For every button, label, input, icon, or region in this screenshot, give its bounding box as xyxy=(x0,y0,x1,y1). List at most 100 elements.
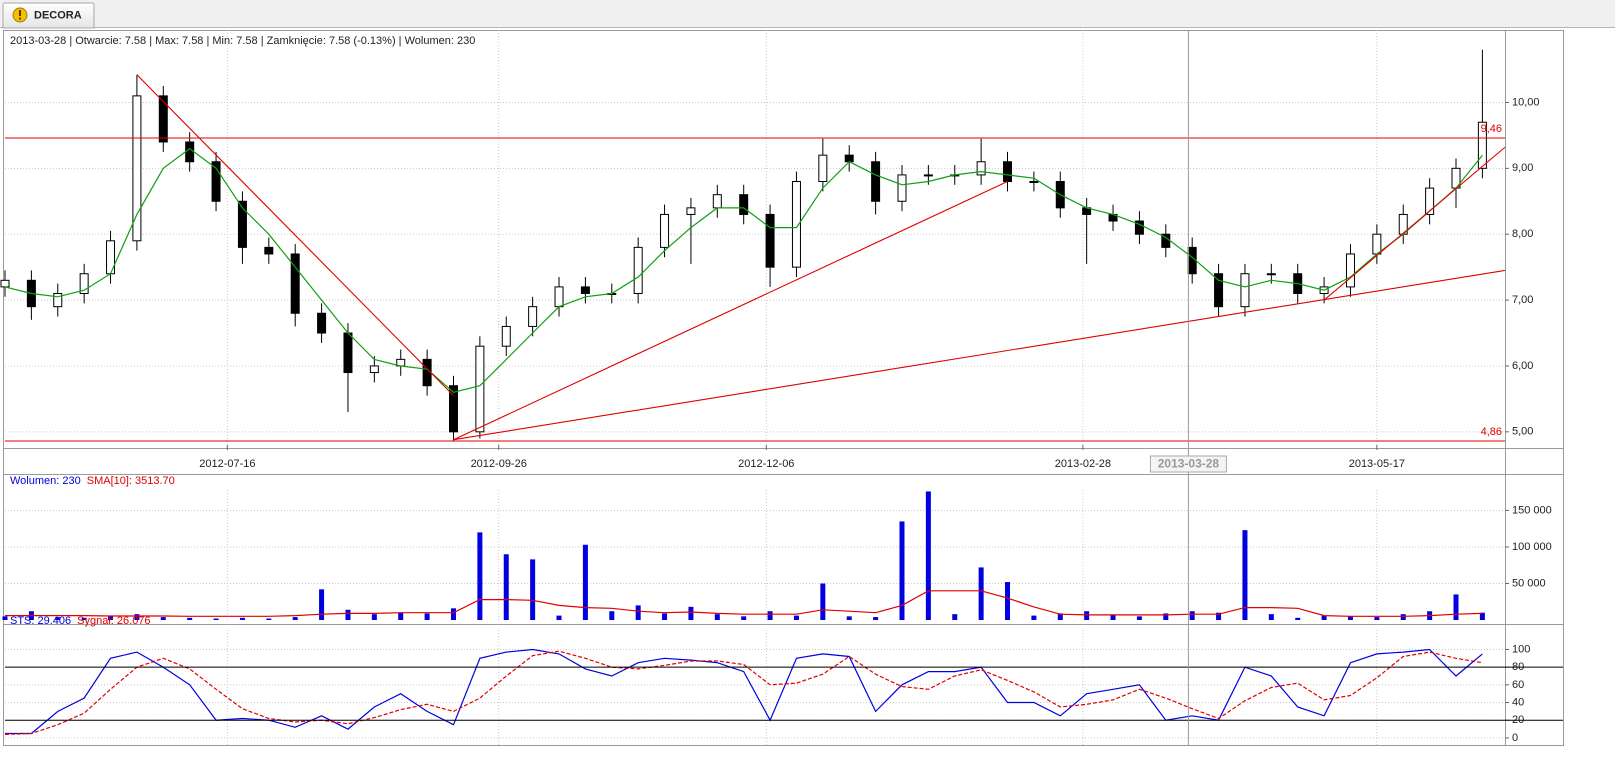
candle-body xyxy=(264,246,274,255)
tab-label[interactable]: DECORA xyxy=(34,9,82,21)
volume-bar xyxy=(1057,613,1063,620)
candle-body xyxy=(343,332,353,374)
volume-bar xyxy=(292,617,298,620)
x-tick-label: 2013-05-17 xyxy=(1349,458,1405,470)
volume-bar xyxy=(1136,616,1142,620)
trend-line xyxy=(453,269,1506,441)
tab-bar xyxy=(0,0,1615,28)
volume-bar xyxy=(530,559,536,620)
y-tick-label: 100 000 xyxy=(1512,541,1552,553)
y-tick-label: 40 xyxy=(1512,696,1524,708)
candle-body xyxy=(475,345,485,433)
candle-body xyxy=(633,246,643,294)
volume-bar xyxy=(820,583,826,620)
candle-body xyxy=(158,95,168,143)
candle-body xyxy=(317,312,327,334)
volume-bar xyxy=(1189,611,1195,620)
x-tick-label: 2012-07-16 xyxy=(199,458,255,470)
candle-body xyxy=(1345,253,1355,288)
pane: 50 000 100 000 150 000 Wolumen: 230 SMA[10]:… xyxy=(2,475,1552,620)
candle-body xyxy=(739,194,749,215)
candle-body xyxy=(422,358,432,387)
x-tick-label: 2012-12-06 xyxy=(738,458,794,470)
volume-bar xyxy=(1031,615,1037,620)
volume-bar xyxy=(1084,611,1090,620)
volume-bar xyxy=(108,616,114,620)
volume-bar xyxy=(952,614,958,620)
volume-bar xyxy=(582,544,588,620)
candle-body xyxy=(686,207,696,215)
volume-bar xyxy=(609,611,615,620)
volume-bar xyxy=(1110,614,1116,620)
candle-body xyxy=(1187,246,1197,275)
candle-body xyxy=(132,95,142,242)
volume-bar xyxy=(55,617,61,620)
candle-body xyxy=(712,194,722,209)
volume-bar xyxy=(160,617,166,620)
volume-bar xyxy=(1479,612,1485,620)
volume-bar xyxy=(187,617,193,620)
tab-shape[interactable] xyxy=(2,2,95,29)
volume-bar xyxy=(741,616,747,620)
volume-bar xyxy=(1163,613,1169,620)
pane: 5,00 6,00 7,00 8,00 9,00 10,00 9,46 4,86 xyxy=(0,49,1540,442)
volume-bar xyxy=(1374,617,1380,620)
horizontal-line-label: 4,86 xyxy=(1481,426,1502,438)
candle-body xyxy=(0,279,10,288)
candle-body xyxy=(1134,220,1144,235)
volume-bar xyxy=(1347,616,1353,620)
volume-bar xyxy=(714,614,720,620)
tab-icon-dot xyxy=(19,17,21,20)
y-tick-label: 150 000 xyxy=(1512,504,1552,516)
y-tick-label: 50 000 xyxy=(1512,577,1546,589)
candle-body xyxy=(554,286,564,308)
candle-body xyxy=(448,385,458,433)
candle-body xyxy=(211,161,221,202)
series-line xyxy=(5,648,1483,735)
candle-body xyxy=(369,365,379,374)
x-tick-label: 2013-02-28 xyxy=(1055,458,1111,470)
tab-icon-mark xyxy=(19,10,21,16)
candle-body xyxy=(791,181,801,268)
candle-body xyxy=(1029,181,1039,184)
volume-bar xyxy=(2,616,8,620)
legend-entry: STS: 29.406 xyxy=(10,615,71,627)
legend-entry: Sygnał: 26.076 xyxy=(77,615,150,627)
candle-body xyxy=(528,306,538,327)
candle-body xyxy=(185,141,195,163)
chart-frame xyxy=(3,30,1564,746)
volume-bar xyxy=(1453,594,1459,620)
candle-body xyxy=(1477,121,1487,169)
volume-bar xyxy=(767,611,773,620)
candle-body xyxy=(871,161,881,202)
candle-body xyxy=(79,273,89,294)
candle-body xyxy=(1425,187,1435,215)
candle-body xyxy=(580,286,590,294)
candle-body xyxy=(976,161,986,176)
candle-body xyxy=(501,325,511,347)
series-line xyxy=(4,650,1483,735)
volume-bar xyxy=(1242,530,1248,620)
legend-entry: SMA[10]: 3513.70 xyxy=(87,475,175,487)
candle-body xyxy=(1372,233,1382,255)
volume-bar xyxy=(1321,615,1327,620)
y-tick-label: 0 xyxy=(1512,732,1518,744)
tab[interactable]: DECORA xyxy=(2,2,95,29)
volume-bar xyxy=(450,608,456,620)
volume-bar xyxy=(1268,614,1274,620)
trend-line xyxy=(1323,146,1506,301)
volume-bar xyxy=(978,567,984,620)
candle-body xyxy=(1240,273,1250,308)
moving-average xyxy=(4,147,1483,393)
trend-line xyxy=(136,74,454,396)
volume-bar xyxy=(1005,582,1011,620)
volume-bar xyxy=(477,532,483,620)
crosshair-label: 2013-03-28 xyxy=(1158,457,1220,471)
candle-body xyxy=(765,213,775,268)
volume-bar xyxy=(662,613,668,620)
volume-bar xyxy=(1216,612,1222,620)
volume-bar xyxy=(1295,617,1301,620)
candle-body xyxy=(1214,273,1224,308)
volume-bar xyxy=(503,554,509,620)
